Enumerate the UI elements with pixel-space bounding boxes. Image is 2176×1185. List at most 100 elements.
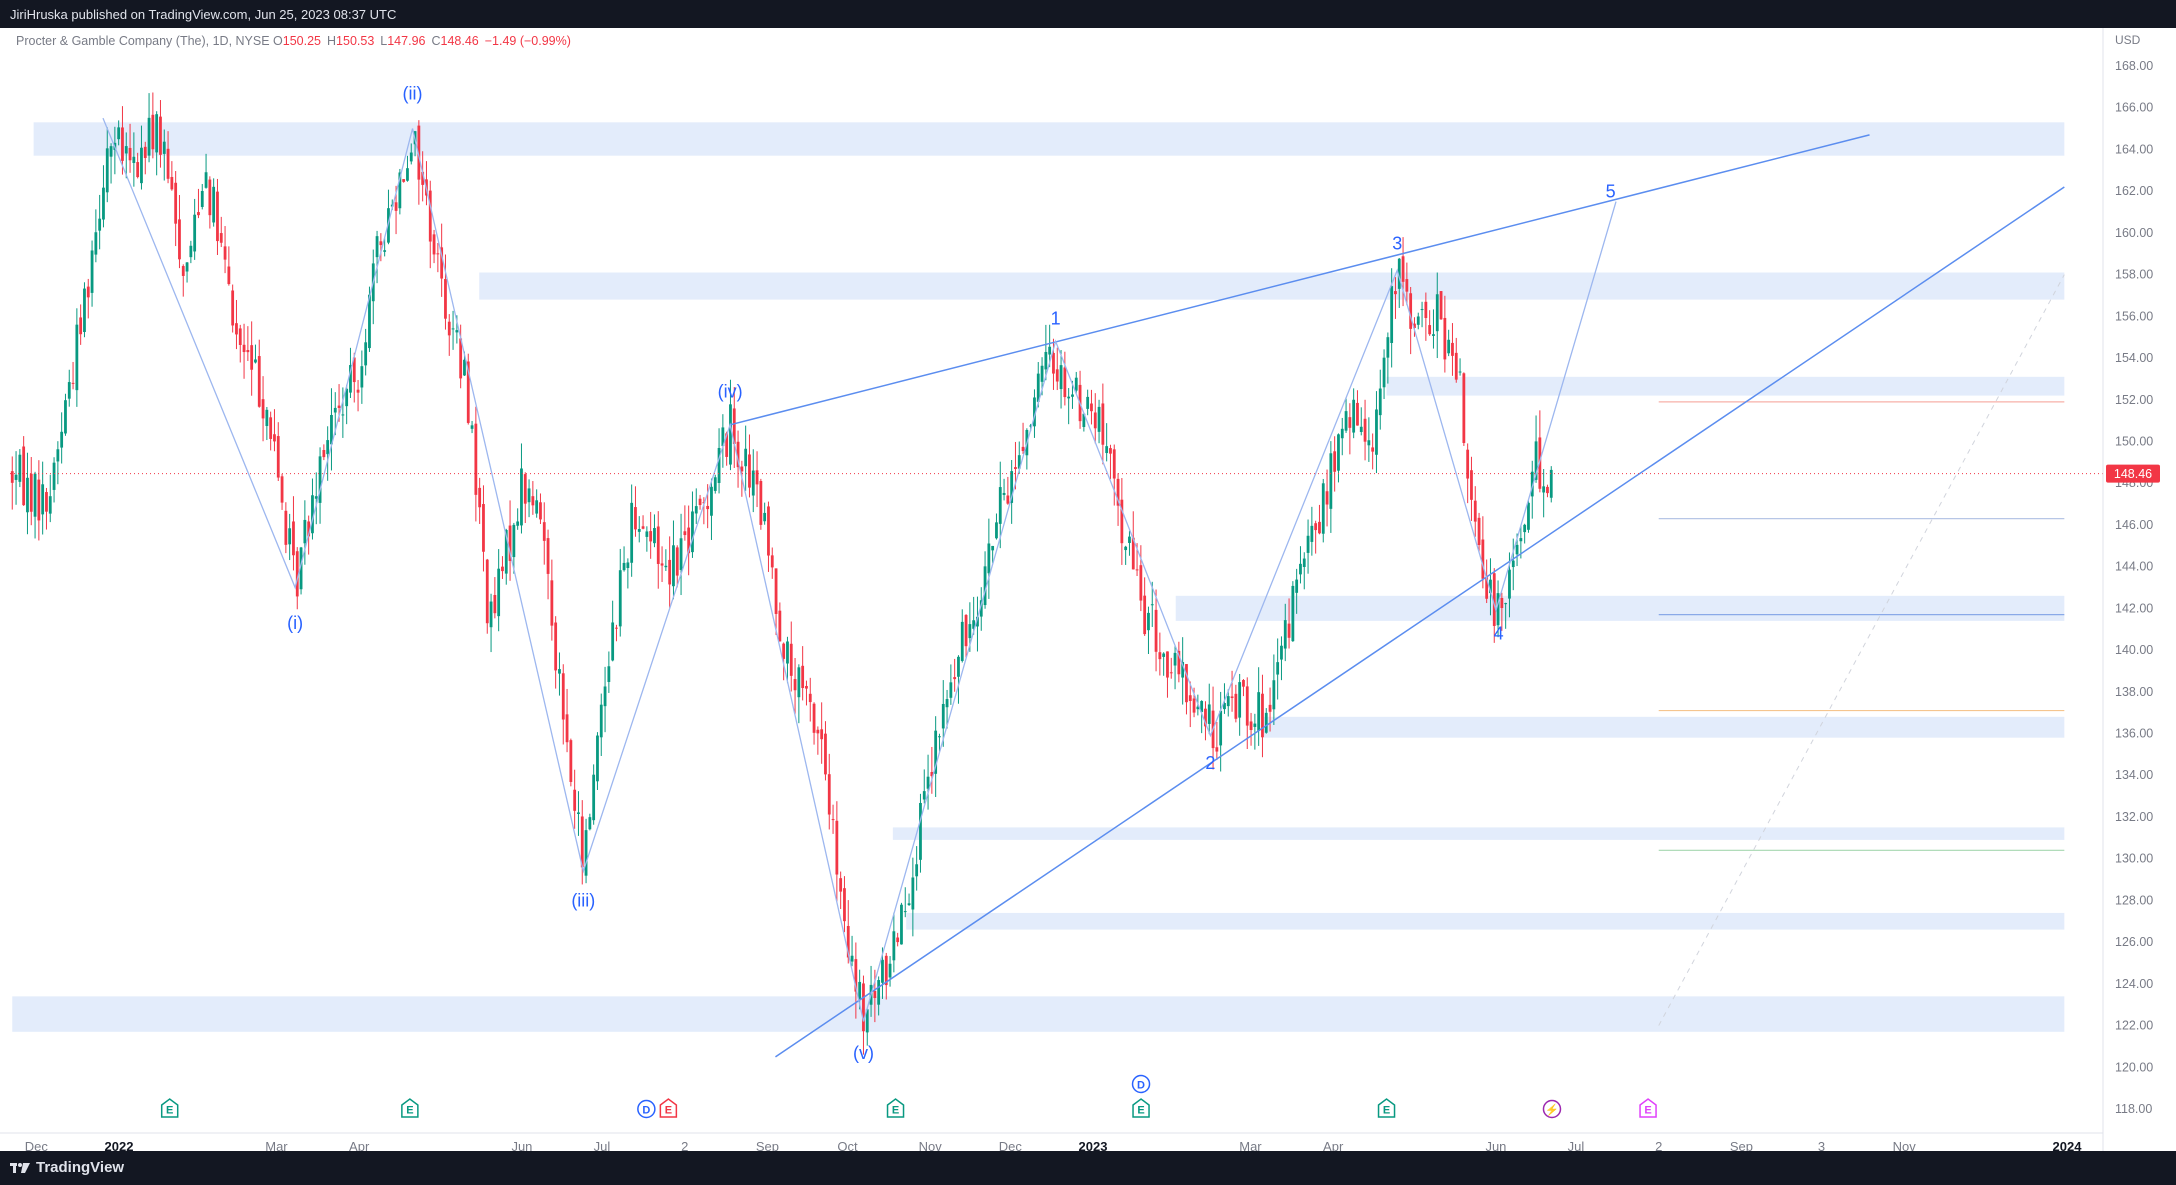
bull-candle [489,601,493,628]
event-marker[interactable]: E [1639,1098,1657,1118]
bull-candle [56,449,60,462]
bull-candle [314,496,318,499]
bear-candle [801,665,805,689]
bull-candle [1223,702,1226,710]
tradingview-logo[interactable]: TradingView [10,1159,124,1176]
bear-candle [1109,448,1112,454]
bear-candle [1249,721,1253,731]
event-marker[interactable]: E [1132,1098,1150,1118]
bear-candle [159,116,162,155]
bear-candle [843,888,846,922]
event-marker[interactable]: E [160,1098,179,1118]
bull-candle [1017,455,1021,469]
bull-candle [33,473,37,517]
y-tick-label: 120.00 [2115,1060,2153,1074]
bear-candle [485,559,489,624]
bear-candle [459,338,463,379]
bull-candle [1040,365,1044,382]
high-key: H [327,34,337,48]
bull-candle [299,547,303,590]
bull-candle [926,776,930,789]
y-tick-label: 146.00 [2115,518,2153,532]
bear-candle [523,474,527,504]
bull-candle [957,656,960,677]
chart-panel[interactable]: Procter & Gamble Company (The), 1D, NYSE… [0,28,2176,1154]
bull-candle [1253,723,1257,727]
bear-candle [531,496,535,506]
bull-candle [584,830,588,876]
event-marker[interactable]: E [1377,1098,1396,1118]
bear-candle [1314,523,1318,531]
bear-candle [261,399,265,419]
bear-candle [778,610,782,642]
event-marker[interactable]: E [886,1098,905,1118]
split-event-icon [1542,1099,1562,1119]
bull-candle [535,500,539,514]
last-price-tag [2106,464,2160,483]
bull-candle [618,570,622,627]
bull-candle [18,454,22,482]
bear-candle [273,434,276,442]
bull-candle [911,877,915,910]
bear-candle [292,521,295,556]
bull-candle [303,519,307,544]
bear-candle [478,487,482,508]
bull-candle [1295,579,1299,593]
bull-candle [1329,453,1333,509]
bull-candle [204,172,208,188]
bear-candle [732,408,736,444]
x-tick-label: 2023 [1079,1139,1108,1151]
bear-candle [808,693,812,703]
event-marker[interactable]: D [637,1099,656,1119]
event-marker[interactable]: E [401,1098,419,1118]
bull-candle [1173,652,1177,666]
bear-candle [1462,373,1466,443]
event-marker[interactable]: E [659,1098,678,1118]
bear-candle [1470,470,1473,500]
wedge-trendline [729,134,1870,426]
bear-candle [166,148,170,179]
y-tick-label: 168.00 [2115,59,2153,73]
x-tick-label: 3 [1818,1139,1825,1151]
bull-candle [729,404,732,465]
bear-candle [831,819,835,821]
bear-candle [1139,565,1143,601]
bear-candle [508,525,512,561]
change-value: −1.49 (−0.99%) [484,34,571,48]
price-chart[interactable]: (i) (ii) (iii) (iv) (v) 1 2 3 4 5 USD 118.00 120.00 1… [0,28,2176,1154]
bear-candle [1413,323,1416,328]
bear-candle [1154,609,1158,652]
bear-candle [1112,449,1116,479]
bull-candle [607,666,611,682]
event-marker[interactable]: ⚡ [1542,1099,1562,1119]
bull-candle [1447,339,1451,354]
bear-candle [284,510,288,545]
wave-label: (iii) [571,891,595,911]
event-marker[interactable]: D [1131,1074,1151,1094]
earnings-icon [160,1098,179,1118]
bull-candle [124,146,128,154]
bull-candle [1432,334,1435,336]
bull-candle [1086,396,1090,409]
bull-candle [497,568,501,617]
y-tick-label: 124.00 [2115,977,2153,991]
bear-candle [668,559,672,585]
bear-candle [1158,652,1162,660]
bear-candle [1481,539,1485,579]
bear-candle [706,505,710,510]
x-tick-label: Mar [265,1139,288,1151]
bull-candle [1337,434,1340,471]
bear-candle [782,643,786,659]
y-tick-label: 150.00 [2115,434,2153,448]
y-tick-label: 122.00 [2115,1019,2153,1033]
event-letter: E [892,1105,899,1117]
bear-candle [447,321,451,336]
bull-candle [527,488,531,503]
bull-candle [265,409,269,427]
x-tick-label: 2 [1655,1139,1662,1151]
bear-candle [1234,693,1238,719]
bear-candle [128,147,132,161]
bear-candle [698,498,702,505]
bear-candle [1006,495,1010,504]
bear-candle [1473,500,1477,522]
